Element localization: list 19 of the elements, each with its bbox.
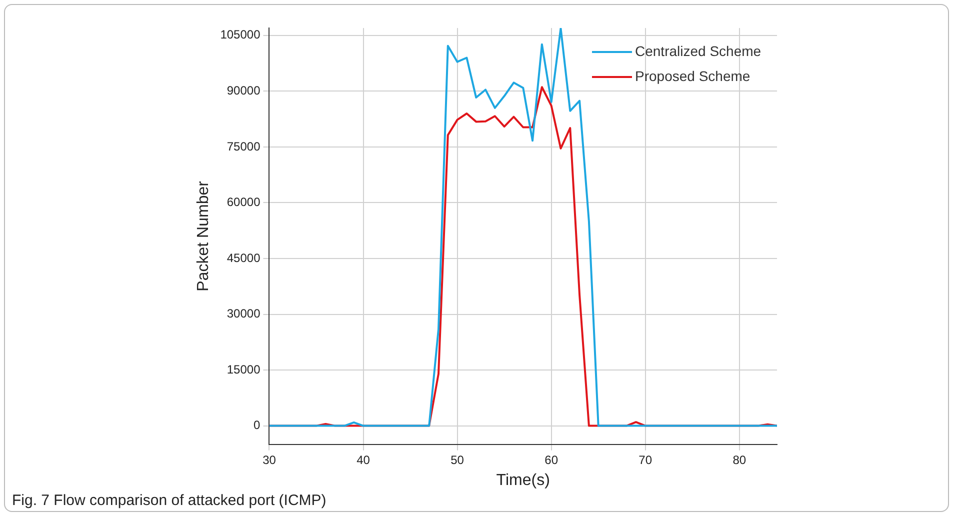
x-axis-title: Time(s) (496, 472, 550, 489)
y-tick-label: 15000 (226, 362, 261, 376)
y-tick-label: 60000 (226, 195, 261, 210)
x-tick-label: 60 (544, 452, 558, 467)
y-tick-label: 90000 (226, 84, 261, 98)
x-tick-label: 50 (450, 452, 464, 467)
x-tick-label: 70 (638, 452, 652, 467)
y-tick-label: 0 (254, 418, 261, 432)
y-tick-label: 105000 (220, 28, 261, 42)
y-axis-title: Packet Number (195, 180, 212, 292)
legend-label: Centralized Scheme (635, 42, 762, 59)
x-tick-label: 40 (356, 452, 370, 467)
x-tick-label: 30 (262, 452, 276, 467)
y-tick-label: 45000 (226, 250, 261, 265)
y-tick-label: 30000 (226, 306, 261, 321)
legend-label: Proposed Scheme (635, 68, 750, 84)
x-tick-label: 80 (732, 452, 746, 467)
caption: Fig. 7 Flow comparison of attacked port (ICMP) (12, 492, 326, 509)
y-tick-label: 75000 (226, 139, 261, 154)
